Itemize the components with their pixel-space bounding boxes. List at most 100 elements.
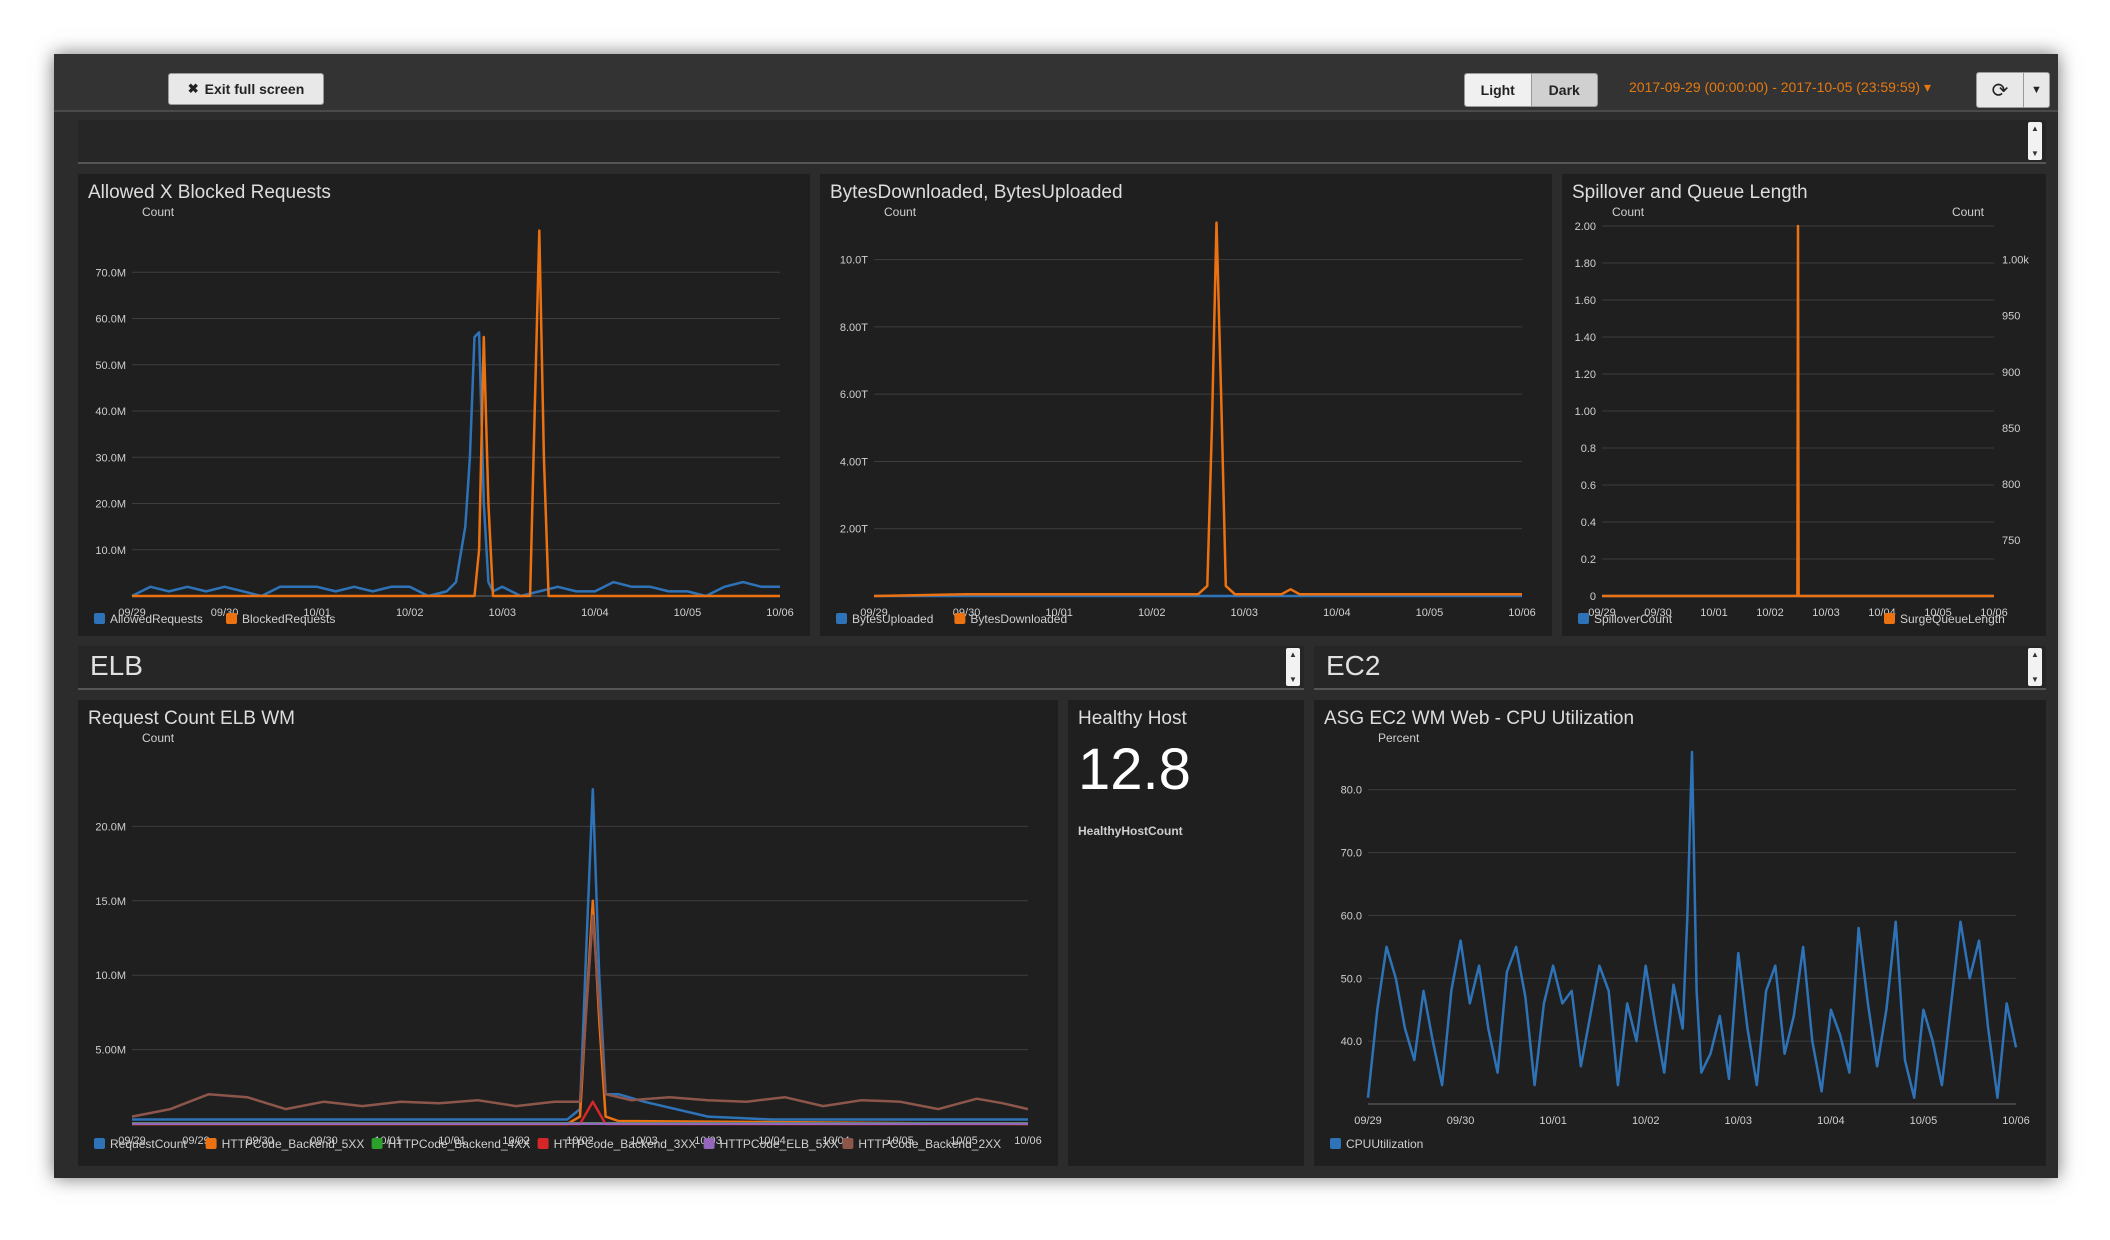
x-tick-label: 10/02 — [502, 1135, 530, 1147]
date-range-picker[interactable]: 2017-09-29 (00:00:00) - 2017-10-05 (23:5… — [1629, 79, 1932, 95]
y-tick-label: 0.8 — [1581, 443, 1596, 455]
y2-tick-label: 900 — [2002, 367, 2020, 379]
x-tick-label: 10/02 — [1632, 1115, 1660, 1127]
y-tick-label: 4.00T — [840, 456, 868, 468]
elb-header-scrollbar[interactable]: ▲ ▼ — [1286, 648, 1300, 686]
top-toolbar: ✖ Exit full screen Light Dark 2017-09-29… — [54, 54, 2058, 112]
y-tick-label: 50.0 — [1341, 973, 1362, 985]
x-tick-label: 09/30 — [1644, 607, 1672, 619]
theme-dark-button[interactable]: Dark — [1530, 74, 1597, 106]
y-tick-label: 0.2 — [1581, 554, 1596, 566]
y-tick-label: 20.0M — [95, 499, 126, 511]
scroll-up-icon: ▲ — [2031, 124, 2039, 133]
healthy-host-value: 12.8 — [1078, 737, 1191, 802]
legend-swatch — [1884, 613, 1895, 624]
y-tick-label: 30.0M — [95, 452, 126, 464]
legend-swatch — [94, 1138, 105, 1149]
text-widget-scrollbar[interactable]: ▲ ▼ — [2028, 122, 2042, 160]
legend-label: HTTPCode_Backend_2XX — [858, 1137, 1001, 1151]
y2-tick-label: 750 — [2002, 535, 2020, 547]
x-tick-label: 10/03 — [630, 1135, 658, 1147]
y-tick-label: 8.00T — [840, 322, 868, 334]
legend-swatch — [836, 613, 847, 624]
x-tick-label: 09/30 — [1447, 1115, 1475, 1127]
series-line-HTTPCode_Backend_5XX — [132, 899, 1029, 1126]
y-axis-title: Count — [142, 205, 175, 219]
y-tick-label: 80.0 — [1341, 785, 1362, 797]
x-tick-label: 09/30 — [246, 1135, 274, 1147]
y-tick-label: 0 — [1590, 591, 1596, 603]
x-tick-label: 10/05 — [886, 1135, 914, 1147]
panel-allowed-blocked: Allowed X Blocked Requests Count 10.0M 20.… — [78, 174, 810, 636]
ec2-section-label: EC2 — [1326, 650, 1381, 681]
panel-title: ASG EC2 WM Web - CPU Utilization — [1324, 708, 1635, 729]
y2-tick-label: 1.00k — [2002, 255, 2029, 267]
panel-bytes: BytesDownloaded, BytesUploaded Count 2.00… — [820, 174, 1552, 636]
y-tick-label: 2.00T — [840, 524, 868, 536]
panel-healthy-host: Healthy Host 12.8 HealthyHostCount — [1068, 700, 1304, 1166]
x-tick-label: 10/01 — [1539, 1115, 1567, 1127]
y-tick-label: 0.6 — [1581, 480, 1596, 492]
x-tick-label: 09/29 — [118, 1135, 146, 1147]
x-tick-label: 10/04 — [1323, 607, 1351, 619]
y-tick-label: 70.0M — [95, 267, 126, 279]
panel-spillover: Spillover and Queue Length Count Count 0 0.… — [1562, 174, 2046, 636]
y-axis-title: Count — [884, 205, 917, 219]
scroll-up-icon: ▲ — [1289, 650, 1297, 659]
series-line-BlockedRequests — [132, 229, 780, 598]
spillover-chart: Count Count 0 0.2 0.4 0.6 0.8 1.00 1.20 1.40 1.60 1… — [1575, 205, 2030, 626]
panel-cpu: ASG EC2 WM Web - CPU Utilization Percent… — [1314, 700, 2046, 1166]
x-tick-label: 09/29 — [860, 607, 888, 619]
x-tick-label: 09/29 — [1588, 607, 1616, 619]
collapse-arrows-icon: ✖ — [187, 81, 199, 96]
panel-title: Request Count ELB WM — [88, 708, 295, 729]
x-tick-label: 10/02 — [396, 607, 424, 619]
cpu-chart: Percent 40.0 50.0 60.0 70.0 80.0 09/29 09/30 10/… — [1330, 731, 2030, 1151]
legend-swatch — [1330, 1138, 1341, 1149]
healthy-host-metric: HealthyHostCount — [1078, 824, 1183, 838]
y-tick-label: 40.0M — [95, 406, 126, 418]
y-tick-label: 1.40 — [1575, 332, 1596, 344]
theme-toggle: Light Dark — [1464, 73, 1598, 107]
legend-swatch — [94, 613, 105, 624]
refresh-icon[interactable]: ⟳ — [1991, 79, 2009, 102]
exit-full-screen-label: Exit full screen — [204, 81, 305, 97]
legend-label: BytesDownloaded — [970, 612, 1067, 626]
y-tick-label: 5.00M — [95, 1045, 126, 1057]
x-tick-label: 10/06 — [1980, 607, 2008, 619]
legend-swatch — [226, 613, 237, 624]
y-tick-label: 1.80 — [1575, 258, 1596, 270]
x-tick-label: 10/02 — [566, 1135, 594, 1147]
panel-request-count: Request Count ELB WM Count 5.00M 10.0M 15.0… — [78, 700, 1058, 1166]
refresh-dropdown-icon[interactable]: ▼ — [2023, 73, 2049, 107]
legend-label: AllowedRequests — [110, 612, 203, 626]
ec2-header-scrollbar[interactable]: ▲ ▼ — [2028, 648, 2042, 686]
x-tick-label: 10/01 — [1045, 607, 1073, 619]
y-tick-label: 1.60 — [1575, 295, 1596, 307]
series-line-AllowedRequests — [131, 331, 780, 598]
y-tick-label: 15.0M — [95, 896, 126, 908]
panel-title: Healthy Host — [1078, 708, 1187, 729]
x-tick-label: 10/03 — [489, 607, 517, 619]
x-tick-label: 09/29 — [1354, 1115, 1382, 1127]
y-tick-label: 2.00 — [1575, 221, 1596, 233]
dashboard-screen: ✖ Exit full screen Light Dark 2017-09-29… — [54, 54, 2058, 1178]
series-line-SurgeQueueLength — [1602, 224, 1994, 598]
legend-label: HTTPCode_ELB_5XX — [720, 1137, 839, 1151]
series-line-HTTPCode_Backend_2XX — [131, 914, 1029, 1118]
y-axis-title: Count — [142, 731, 175, 745]
theme-light-button[interactable]: Light — [1465, 74, 1531, 106]
legend-label: HTTPCode_Backend_5XX — [222, 1137, 365, 1151]
exit-full-screen-button[interactable]: ✖ Exit full screen — [168, 73, 324, 105]
y-tick-label: 10.0M — [95, 545, 126, 557]
x-tick-label: 10/05 — [674, 607, 702, 619]
panel-title: BytesDownloaded, BytesUploaded — [830, 182, 1123, 203]
scroll-up-icon: ▲ — [2031, 650, 2039, 659]
top-text-widget: ▲ ▼ — [78, 120, 2046, 164]
x-tick-label: 10/02 — [1756, 607, 1784, 619]
legend-label: HTTPCode_Backend_3XX — [554, 1137, 697, 1151]
y-tick-label: 1.20 — [1575, 369, 1596, 381]
y-tick-label: 6.00T — [840, 389, 868, 401]
y-tick-label: 50.0M — [95, 360, 126, 372]
x-tick-label: 10/06 — [1014, 1135, 1042, 1147]
